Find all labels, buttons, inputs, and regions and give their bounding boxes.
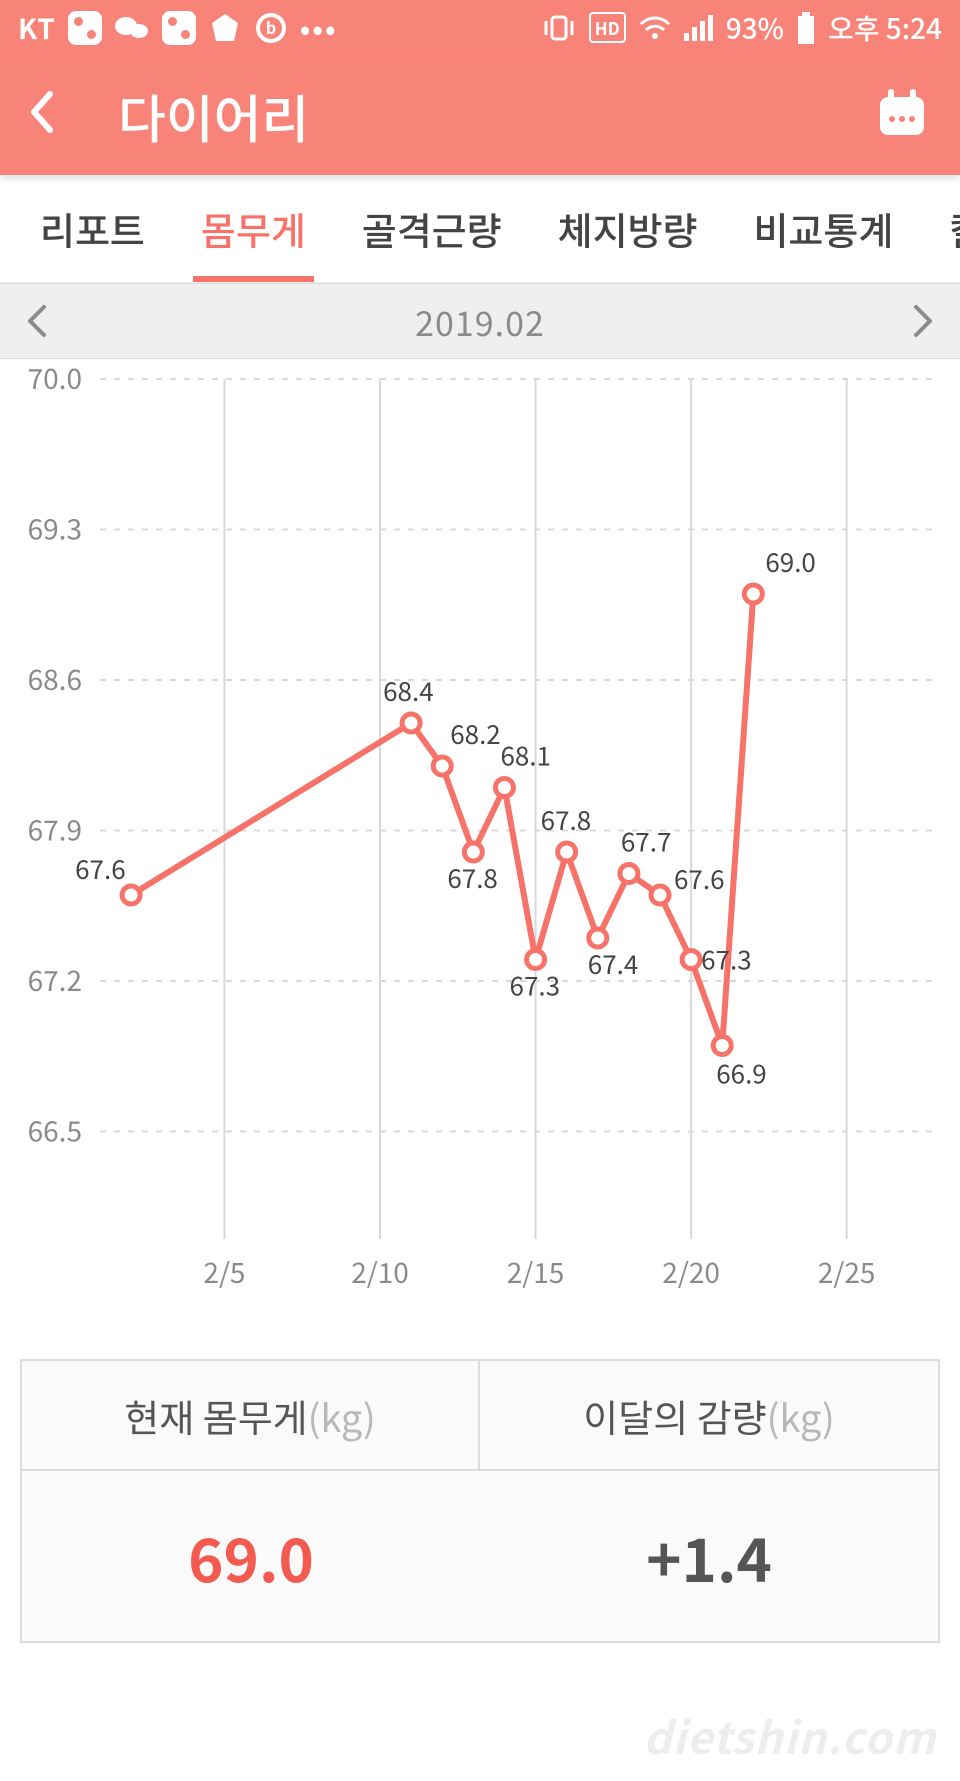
vibrate-icon <box>541 13 577 43</box>
status-right: HD 93% 오후 5:24 <box>541 8 942 48</box>
svg-text:69.3: 69.3 <box>28 509 82 549</box>
app-icon-4: b <box>254 11 288 45</box>
app-header: 다이어리 <box>0 55 960 175</box>
svg-text:2/15: 2/15 <box>507 1252 565 1292</box>
watermark: dietshin.com <box>643 1703 936 1767</box>
svg-text:2/5: 2/5 <box>203 1252 245 1292</box>
tab-0[interactable]: 리포트 <box>12 175 173 282</box>
svg-text:67.3: 67.3 <box>510 967 561 1004</box>
battery-pct: 93% <box>726 8 784 48</box>
svg-text:67.8: 67.8 <box>447 859 498 896</box>
svg-text:69.0: 69.0 <box>765 543 816 580</box>
svg-text:2/20: 2/20 <box>662 1252 720 1292</box>
summary-left-value: 69.0 <box>22 1471 480 1641</box>
app-icon-1 <box>68 11 102 45</box>
svg-text:67.4: 67.4 <box>588 945 639 982</box>
svg-text:67.6: 67.6 <box>75 850 126 887</box>
app-icon-3 <box>208 11 242 45</box>
tab-1[interactable]: 몸무게 <box>173 175 334 282</box>
svg-text:2/10: 2/10 <box>351 1252 409 1292</box>
status-bar: KT b ••• HD 93% 오후 5:24 <box>0 0 960 55</box>
svg-text:70.0: 70.0 <box>28 359 82 398</box>
svg-text:68.1: 68.1 <box>500 737 551 774</box>
tab-3[interactable]: 체지방량 <box>530 175 726 282</box>
clock: 오후 5:24 <box>828 8 942 48</box>
svg-text:67.3: 67.3 <box>701 941 752 978</box>
back-button[interactable] <box>28 83 78 147</box>
svg-text:67.6: 67.6 <box>674 860 725 897</box>
svg-text:68.4: 68.4 <box>383 672 434 709</box>
month-label: 2019.02 <box>415 297 545 346</box>
summary-right-value: +1.4 <box>480 1471 938 1641</box>
hd-badge: HD <box>589 12 626 43</box>
svg-text:67.8: 67.8 <box>541 801 592 838</box>
battery-icon <box>796 12 816 44</box>
tab-4[interactable]: 비교통계 <box>725 175 921 282</box>
svg-text:67.9: 67.9 <box>28 810 82 850</box>
more-icon: ••• <box>300 8 338 48</box>
signal-icon <box>684 15 714 41</box>
weight-chart-svg: 70.0 69.3 68.6 67.9 67.2 66.5 2/5 2/10 2/15 2/20 2… <box>0 359 960 1319</box>
svg-text:68.6: 68.6 <box>28 659 82 699</box>
svg-text:67.7: 67.7 <box>621 823 672 860</box>
tab-5[interactable]: 칼로 <box>921 175 960 282</box>
prev-month-button[interactable] <box>26 294 48 349</box>
summary-left-title: 현재 몸무게 <box>124 1388 307 1443</box>
next-month-button[interactable] <box>912 294 934 349</box>
summary-right-unit: (kg) <box>767 1388 835 1443</box>
svg-text:66.9: 66.9 <box>716 1055 767 1092</box>
summary-left-unit: (kg) <box>308 1388 376 1443</box>
tab-bar: 리포트몸무게골격근량체지방량비교통계칼로 <box>0 175 960 283</box>
calendar-button[interactable] <box>874 85 930 146</box>
wifi-icon <box>638 14 672 42</box>
month-selector: 2019.02 <box>0 283 960 359</box>
svg-text:68.2: 68.2 <box>450 715 501 752</box>
svg-text:67.2: 67.2 <box>28 960 82 1000</box>
page-title: 다이어리 <box>118 78 309 153</box>
summary-right-title: 이달의 감량 <box>583 1388 766 1443</box>
svg-text:66.5: 66.5 <box>28 1111 82 1151</box>
svg-text:2/25: 2/25 <box>818 1252 876 1292</box>
tab-2[interactable]: 골격근량 <box>334 175 530 282</box>
wechat-icon <box>114 13 150 43</box>
app-icon-2 <box>162 11 196 45</box>
summary-left-header: 현재 몸무게(kg) <box>22 1361 480 1471</box>
svg-text:b: b <box>266 15 276 39</box>
weight-chart: 70.0 69.3 68.6 67.9 67.2 66.5 2/5 2/10 2/15 2/20 2… <box>0 359 960 1319</box>
summary-right-header: 이달의 감량(kg) <box>480 1361 938 1471</box>
carrier-label: KT <box>18 8 56 48</box>
summary-table: 현재 몸무게(kg) 이달의 감량(kg) 69.0 +1.4 <box>20 1359 940 1643</box>
status-left: KT b ••• <box>18 8 338 48</box>
